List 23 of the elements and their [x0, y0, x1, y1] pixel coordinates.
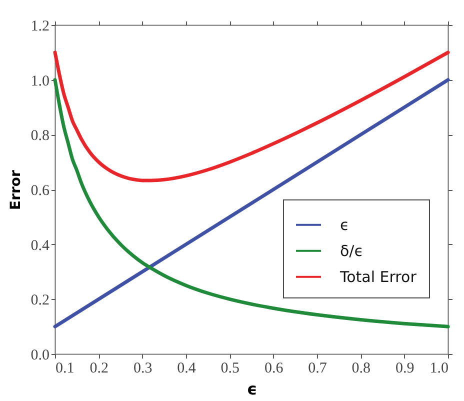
y-tick-label: 0.6 — [30, 183, 50, 199]
x-tick-label: 0.6 — [264, 360, 284, 376]
x-tick-label: 0.1 — [56, 360, 74, 376]
x-tick-label: 0.3 — [133, 360, 152, 376]
x-tick-label: 0.8 — [352, 360, 371, 376]
y-tick-label: 0.2 — [30, 292, 50, 309]
y-tick-label: 0.0 — [30, 348, 50, 364]
y-tick-label: 0.8 — [30, 128, 50, 144]
x-tick-label: 1.0 — [430, 360, 448, 376]
line-series — [53, 50, 450, 182]
y-tick-label: 0.4 — [30, 238, 50, 254]
y-axis-title: Error — [8, 170, 24, 210]
y-tick-label: 1.2 — [30, 18, 50, 34]
x-tick-label: 0.9 — [395, 360, 414, 376]
y-tick-label: 1.0 — [30, 73, 50, 90]
x-tick-label: 0.7 — [308, 360, 328, 376]
legend-label: ϵ — [340, 216, 350, 234]
x-tick-label: 0.2 — [90, 360, 109, 376]
x-tick-label: 0.4 — [177, 360, 196, 376]
x-tick-label: 0.5 — [220, 360, 240, 376]
legend-label: Total Error — [339, 268, 418, 286]
legend-label: δ/ϵ — [340, 242, 364, 260]
x-axis-title: ϵ — [246, 380, 258, 398]
